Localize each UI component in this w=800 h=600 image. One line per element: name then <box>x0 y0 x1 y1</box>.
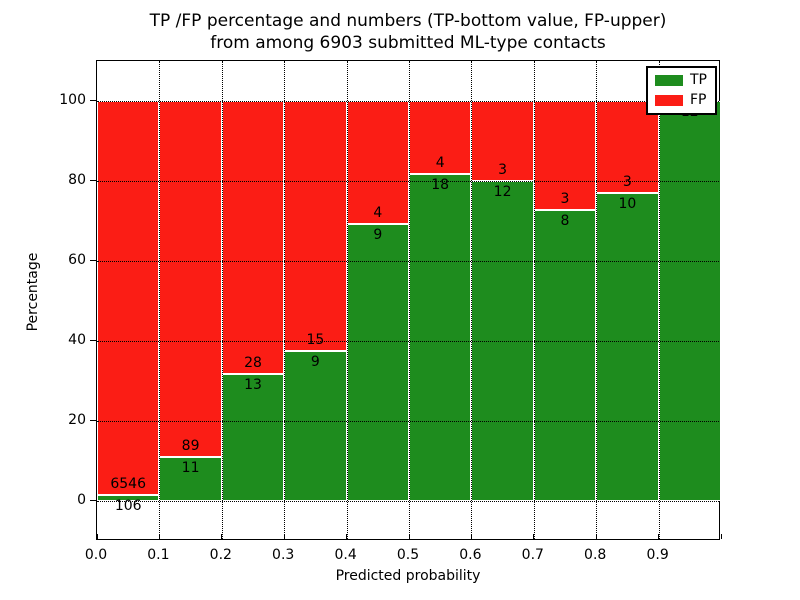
tp-count-label: 9 <box>373 227 383 244</box>
tp-bar-segment <box>159 457 222 501</box>
y-tick <box>90 99 96 101</box>
tp-bar-segment <box>346 224 409 501</box>
legend-item-tp: TP <box>655 73 707 88</box>
fp-count-label: 6546 <box>110 475 147 492</box>
tp-count-label: 9 <box>310 354 320 370</box>
x-tick-label: 0.1 <box>147 547 170 563</box>
h-gridline <box>97 181 719 182</box>
h-gridline <box>97 341 719 342</box>
fp-count-label: 4 <box>373 205 383 222</box>
h-gridline <box>97 101 719 102</box>
x-tick <box>346 534 348 539</box>
tp-bar-segment <box>533 210 597 501</box>
fp-count-label: 3 <box>498 162 508 178</box>
tp-count-label: 11 <box>181 460 200 476</box>
x-tick <box>158 534 160 539</box>
fp-count-label: 3 <box>622 174 632 191</box>
x-tick <box>595 534 597 539</box>
y-tick-label: 20 <box>68 412 86 428</box>
v-gridline <box>596 61 598 539</box>
v-gridline <box>533 61 535 539</box>
tp-count-label: 106 <box>114 497 142 514</box>
tp-bar-segment <box>97 494 160 501</box>
chart-title-line2: from among 6903 submitted ML-type contac… <box>210 33 606 53</box>
v-gridline <box>221 61 223 539</box>
v-gridline <box>346 61 348 539</box>
fp-count-label: 3 <box>560 191 570 208</box>
y-tick <box>90 419 96 421</box>
h-gridline <box>97 261 719 262</box>
y-tick <box>90 339 96 341</box>
legend-label-fp: FP <box>690 92 707 108</box>
fp-count-label: 15 <box>306 332 325 348</box>
fp-bar-segment <box>284 101 347 351</box>
fp-bar-segment <box>221 101 285 375</box>
tp-bar-segment <box>221 374 285 501</box>
tp-count-label: 10 <box>618 196 637 213</box>
y-tick <box>90 179 96 181</box>
y-tick-label: 100 <box>59 92 86 108</box>
fp-count-label: 28 <box>244 355 262 372</box>
h-gridline <box>97 421 719 422</box>
tp-bar-segment <box>596 193 659 501</box>
fp-bar-segment <box>97 101 160 495</box>
x-tick-label: 0.7 <box>521 547 544 563</box>
h-gridline <box>97 501 719 502</box>
x-tick-label: 0.5 <box>396 547 420 563</box>
legend-item-fp: FP <box>655 93 707 108</box>
x-tick <box>533 534 535 539</box>
x-tick <box>720 534 722 539</box>
chart-title: TP /FP percentage and numbers (TP-bottom… <box>150 10 667 54</box>
tp-swatch-icon <box>655 75 683 86</box>
y-tick-label: 0 <box>77 492 86 508</box>
v-gridline <box>284 61 286 539</box>
v-gridline <box>471 61 473 539</box>
fp-count-label: 4 <box>435 154 445 171</box>
fp-count-label: 89 <box>181 438 200 454</box>
x-tick-label: 0.3 <box>272 547 295 563</box>
y-tick <box>90 499 96 501</box>
chart-title-line1: TP /FP percentage and numbers (TP-bottom… <box>149 11 667 31</box>
y-tick-label: 80 <box>68 172 86 188</box>
fp-swatch-icon <box>655 95 683 106</box>
x-tick-label: 0.4 <box>334 547 357 563</box>
y-tick-label: 40 <box>68 332 86 348</box>
y-tick-label: 60 <box>68 252 86 268</box>
tp-count-label: 12 <box>493 184 512 200</box>
y-tick <box>90 259 96 261</box>
x-tick <box>221 534 223 539</box>
tp-bar-segment <box>409 173 472 501</box>
x-tick <box>470 534 472 539</box>
fp-bar-segment <box>533 101 597 211</box>
y-axis-label: Percentage <box>25 252 41 332</box>
x-tick-label: 0.2 <box>209 547 232 563</box>
v-gridline <box>159 61 161 539</box>
x-tick <box>96 534 98 539</box>
tp-count-label: 8 <box>560 213 570 230</box>
fp-bar-segment <box>159 101 222 457</box>
x-axis-label: Predicted probability <box>335 568 481 584</box>
x-tick <box>408 534 410 539</box>
fp-bar-segment <box>596 101 659 194</box>
v-gridline <box>409 61 410 539</box>
x-tick-label: 0.0 <box>84 547 108 563</box>
tp-bar-segment <box>658 101 721 501</box>
tp-count-label: 13 <box>244 377 262 394</box>
legend: TP FP <box>646 66 717 115</box>
v-gridline <box>658 61 660 539</box>
x-tick-label: 0.8 <box>584 547 607 563</box>
plot-area: 654610689112813159494183123831012 <box>96 60 722 540</box>
x-tick <box>658 534 660 539</box>
x-tick <box>283 534 285 539</box>
tp-bar-segment <box>284 351 347 501</box>
tp-count-label: 18 <box>431 176 450 193</box>
legend-label-tp: TP <box>690 72 707 88</box>
fp-bar-segment <box>471 101 534 181</box>
x-tick-label: 0.6 <box>459 547 482 563</box>
x-tick-label: 0.9 <box>646 547 669 563</box>
